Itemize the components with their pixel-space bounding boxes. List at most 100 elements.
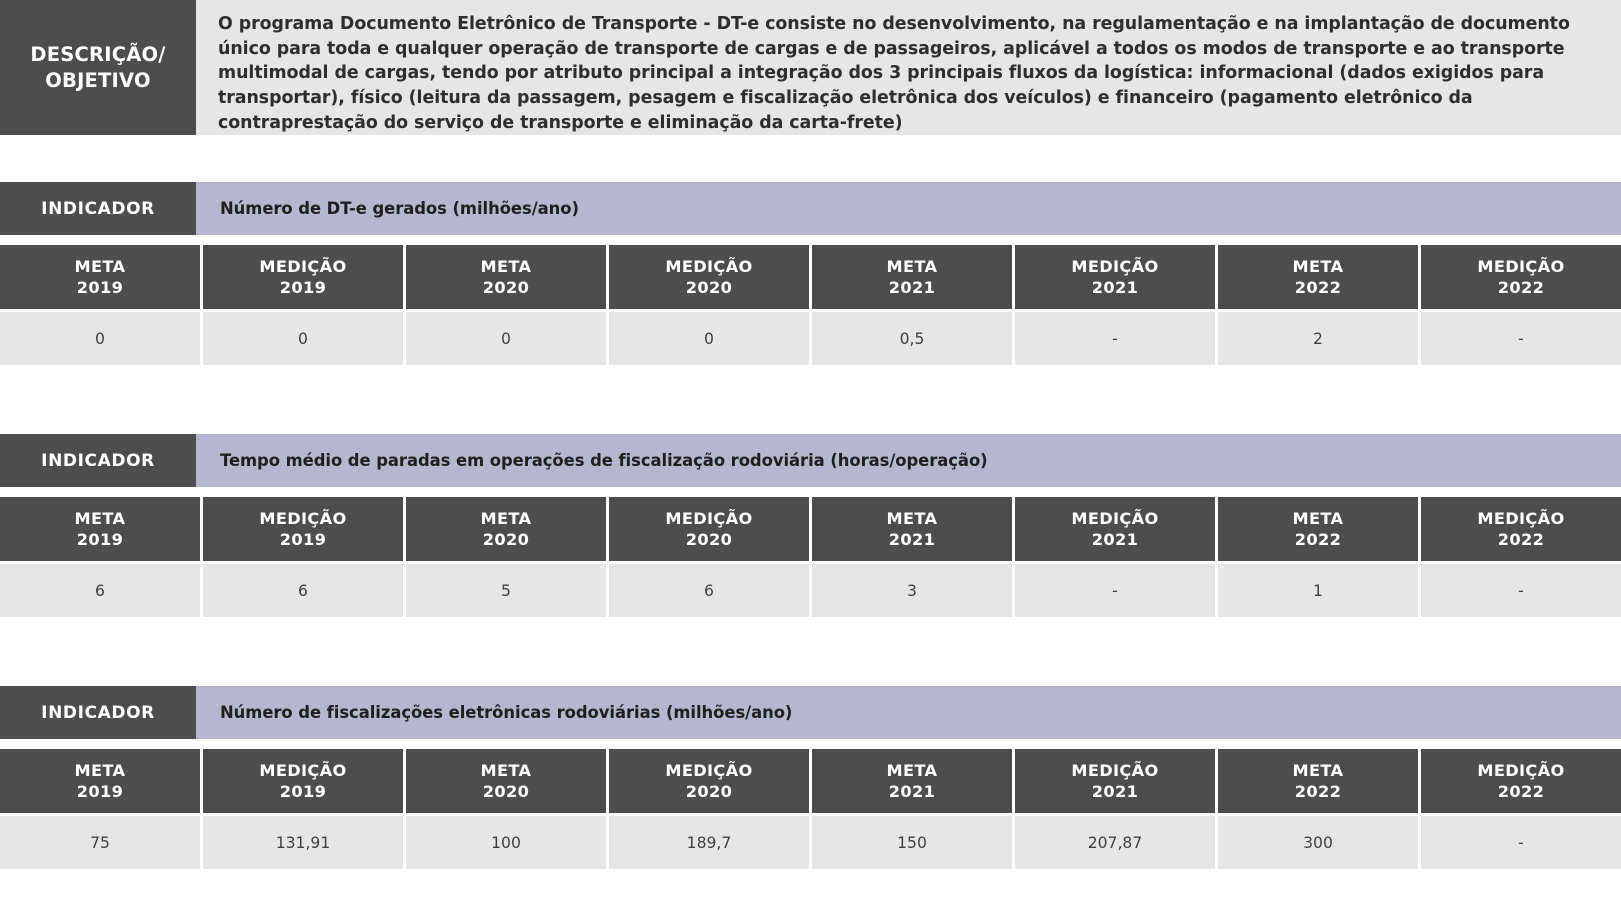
header-metric: MEDIÇÃO bbox=[1071, 256, 1159, 276]
table-header-cell: MEDIÇÃO 2021 bbox=[1015, 497, 1218, 561]
header-metric: MEDIÇÃO bbox=[1477, 256, 1565, 276]
table-header-cell: MEDIÇÃO 2022 bbox=[1421, 245, 1621, 309]
indicator-block-1: INDICADOR Número de DT-e gerados (milhõe… bbox=[0, 182, 1621, 365]
header-metric: MEDIÇÃO bbox=[259, 256, 347, 276]
header-year: 2020 bbox=[482, 530, 530, 549]
table-value-cell: 6 bbox=[609, 564, 812, 617]
header-year: 2019 bbox=[279, 782, 327, 801]
indicator-table-1: META 2019 MEDIÇÃO 2019 META 2020 MEDIÇÃO 202… bbox=[0, 245, 1621, 365]
table-value-cell: 2 bbox=[1218, 312, 1421, 365]
table-value-cell: - bbox=[1421, 564, 1621, 617]
table-header-cell: META 2022 bbox=[1218, 749, 1421, 813]
table-value-cell: 0 bbox=[406, 312, 609, 365]
header-metric: META bbox=[74, 508, 126, 528]
table-value-row-1: 0 0 0 0 0,5 - 2 - bbox=[0, 312, 1621, 365]
header-year: 2021 bbox=[888, 530, 936, 549]
header-year: 2020 bbox=[685, 530, 733, 549]
indicator-label-1: INDICADOR bbox=[0, 182, 196, 235]
header-year: 2021 bbox=[888, 278, 936, 297]
table-header-cell: MEDIÇÃO 2019 bbox=[203, 497, 406, 561]
table-header-cell: MEDIÇÃO 2022 bbox=[1421, 749, 1621, 813]
table-header-row-3: META 2019 MEDIÇÃO 2019 META 2020 MEDIÇÃO 202… bbox=[0, 749, 1621, 813]
description-text: O programa Documento Eletrônico de Trans… bbox=[196, 0, 1621, 135]
indicator-block-3: INDICADOR Número de fiscalizações eletrô… bbox=[0, 686, 1621, 869]
table-header-cell: MEDIÇÃO 2019 bbox=[203, 245, 406, 309]
header-year: 2022 bbox=[1294, 530, 1342, 549]
table-value-cell: 0 bbox=[609, 312, 812, 365]
table-value-cell: 6 bbox=[203, 564, 406, 617]
header-metric: MEDIÇÃO bbox=[1477, 508, 1565, 528]
table-value-cell: 300 bbox=[1218, 816, 1421, 869]
table-value-cell: - bbox=[1421, 312, 1621, 365]
header-year: 2022 bbox=[1294, 782, 1342, 801]
header-year: 2019 bbox=[76, 530, 124, 549]
table-header-cell: META 2020 bbox=[406, 749, 609, 813]
table-header-cell: META 2020 bbox=[406, 497, 609, 561]
header-metric: MEDIÇÃO bbox=[665, 508, 753, 528]
table-header-cell: MEDIÇÃO 2022 bbox=[1421, 497, 1621, 561]
header-metric: META bbox=[886, 760, 938, 780]
table-value-cell: 0 bbox=[0, 312, 203, 365]
header-metric: MEDIÇÃO bbox=[259, 760, 347, 780]
table-header-cell: META 2022 bbox=[1218, 245, 1421, 309]
header-year: 2021 bbox=[1091, 278, 1139, 297]
table-value-cell: 0,5 bbox=[812, 312, 1015, 365]
header-metric: META bbox=[74, 760, 126, 780]
indicator-table-2: META 2019 MEDIÇÃO 2019 META 2020 MEDIÇÃO 202… bbox=[0, 497, 1621, 617]
header-metric: MEDIÇÃO bbox=[1477, 760, 1565, 780]
header-year: 2022 bbox=[1497, 278, 1545, 297]
table-value-cell: - bbox=[1015, 312, 1218, 365]
indicator-title-2: Tempo médio de paradas em operações de f… bbox=[196, 434, 1621, 487]
table-value-cell: 1 bbox=[1218, 564, 1421, 617]
header-metric: MEDIÇÃO bbox=[1071, 760, 1159, 780]
table-header-cell: META 2019 bbox=[0, 497, 203, 561]
header-metric: MEDIÇÃO bbox=[665, 760, 753, 780]
table-header-cell: MEDIÇÃO 2020 bbox=[609, 497, 812, 561]
header-metric: META bbox=[886, 256, 938, 276]
header-year: 2020 bbox=[482, 278, 530, 297]
header-year: 2022 bbox=[1497, 782, 1545, 801]
table-header-cell: META 2021 bbox=[812, 749, 1015, 813]
table-value-cell: 131,91 bbox=[203, 816, 406, 869]
table-value-cell: 189,7 bbox=[609, 816, 812, 869]
table-header-cell: META 2021 bbox=[812, 245, 1015, 309]
table-value-cell: 6 bbox=[0, 564, 203, 617]
table-value-cell: 3 bbox=[812, 564, 1015, 617]
header-year: 2020 bbox=[685, 782, 733, 801]
header-metric: META bbox=[480, 508, 532, 528]
header-metric: META bbox=[1292, 760, 1344, 780]
description-label-line2: OBJETIVO bbox=[45, 68, 151, 92]
indicator-title-row-1: INDICADOR Número de DT-e gerados (milhõe… bbox=[0, 182, 1621, 235]
header-metric: META bbox=[480, 760, 532, 780]
indicator-table-3: META 2019 MEDIÇÃO 2019 META 2020 MEDIÇÃO 202… bbox=[0, 749, 1621, 869]
table-value-cell: 150 bbox=[812, 816, 1015, 869]
table-header-row-1: META 2019 MEDIÇÃO 2019 META 2020 MEDIÇÃO 202… bbox=[0, 245, 1621, 309]
header-metric: META bbox=[886, 508, 938, 528]
table-header-cell: META 2020 bbox=[406, 245, 609, 309]
header-year: 2019 bbox=[279, 530, 327, 549]
table-header-cell: META 2019 bbox=[0, 749, 203, 813]
header-metric: META bbox=[74, 256, 126, 276]
table-value-row-3: 75 131,91 100 189,7 150 207,87 300 - bbox=[0, 816, 1621, 869]
description-label: DESCRIÇÃO/ OBJETIVO bbox=[0, 0, 196, 135]
header-year: 2019 bbox=[76, 278, 124, 297]
indicator-title-1: Número de DT-e gerados (milhões/ano) bbox=[196, 182, 1621, 235]
header-year: 2022 bbox=[1497, 530, 1545, 549]
header-metric: MEDIÇÃO bbox=[1071, 508, 1159, 528]
header-year: 2022 bbox=[1294, 278, 1342, 297]
table-header-cell: MEDIÇÃO 2021 bbox=[1015, 245, 1218, 309]
table-header-cell: MEDIÇÃO 2019 bbox=[203, 749, 406, 813]
indicator-label-3: INDICADOR bbox=[0, 686, 196, 739]
table-header-cell: META 2022 bbox=[1218, 497, 1421, 561]
header-year: 2021 bbox=[1091, 530, 1139, 549]
table-header-row-2: META 2019 MEDIÇÃO 2019 META 2020 MEDIÇÃO 202… bbox=[0, 497, 1621, 561]
header-metric: META bbox=[480, 256, 532, 276]
indicator-title-row-2: INDICADOR Tempo médio de paradas em oper… bbox=[0, 434, 1621, 487]
table-header-cell: META 2021 bbox=[812, 497, 1015, 561]
table-header-cell: MEDIÇÃO 2020 bbox=[609, 245, 812, 309]
header-metric: META bbox=[1292, 508, 1344, 528]
indicator-title-row-3: INDICADOR Número de fiscalizações eletrô… bbox=[0, 686, 1621, 739]
indicator-title-3: Número de fiscalizações eletrônicas rodo… bbox=[196, 686, 1621, 739]
description-block: DESCRIÇÃO/ OBJETIVO O programa Documento… bbox=[0, 0, 1621, 135]
